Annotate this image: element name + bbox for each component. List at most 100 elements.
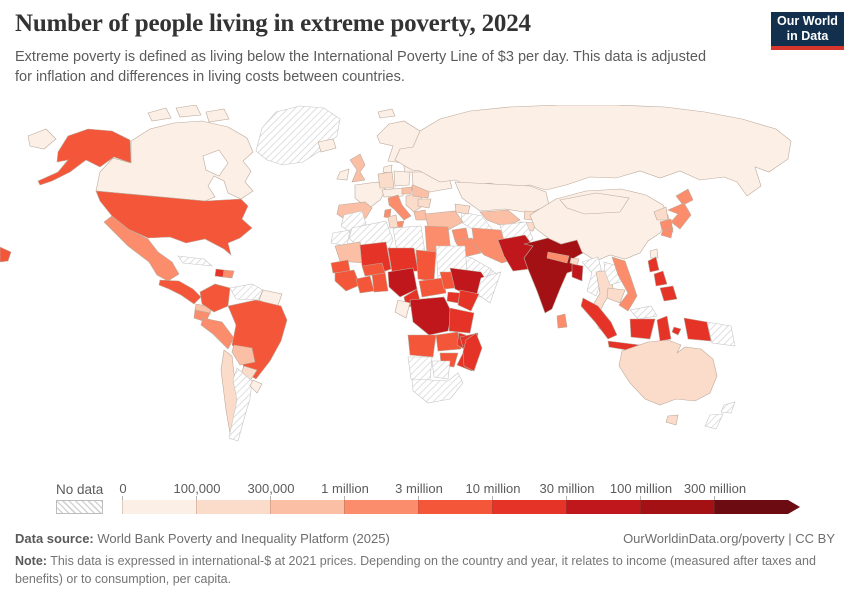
country-uganda[interactable]	[446, 291, 461, 304]
country-greenland[interactable]	[255, 105, 341, 166]
country-new-zealand-north[interactable]	[720, 401, 736, 414]
country-philippines-luzon[interactable]	[647, 256, 660, 273]
country-kalimantan[interactable]	[629, 318, 656, 340]
country-somalia[interactable]	[476, 271, 502, 304]
country-turkey[interactable]	[424, 210, 464, 231]
owid-link[interactable]: OurWorldinData.org/poverty | CC BY	[623, 531, 835, 546]
legend-bin-1[interactable]: 0	[119, 481, 196, 514]
country-caucasus[interactable]	[454, 203, 471, 215]
country-guatemala-honduras[interactable]	[158, 279, 202, 305]
country-angola[interactable]	[407, 334, 437, 358]
country-arctic-island-1[interactable]	[147, 107, 172, 122]
country-tasmania[interactable]	[665, 414, 679, 426]
country-russia[interactable]	[394, 105, 792, 197]
country-niger[interactable]	[387, 247, 419, 273]
country-philippines-mindanao[interactable]	[659, 285, 678, 302]
country-taiwan[interactable]	[649, 248, 659, 259]
country-haiti[interactable]	[214, 268, 225, 278]
legend-tick	[714, 496, 715, 500]
country-papua-new-guinea[interactable]	[706, 321, 736, 347]
country-nepal[interactable]	[546, 251, 570, 264]
country-italy[interactable]	[387, 194, 412, 221]
legend-bin-7[interactable]: 30 million	[540, 481, 640, 514]
country-mauritania[interactable]	[334, 241, 365, 264]
country-uk[interactable]	[349, 153, 366, 183]
country-hungary[interactable]	[401, 186, 413, 195]
country-arctic-island-3[interactable]	[205, 108, 230, 123]
country-svalbard[interactable]	[377, 108, 396, 119]
country-brazil[interactable]	[227, 299, 288, 380]
legend-tick	[196, 496, 197, 500]
legend-no-data-label: No data	[56, 482, 104, 497]
country-west-papua[interactable]	[683, 317, 712, 342]
country-arctic-island-2[interactable]	[175, 105, 202, 118]
legend-bin-5[interactable]: 3 million	[395, 481, 492, 514]
legend-tick-label: 0	[119, 481, 127, 496]
country-gabon-congo[interactable]	[394, 299, 411, 319]
country-chad[interactable]	[415, 249, 437, 282]
country-uruguay[interactable]	[249, 379, 263, 394]
country-iceland[interactable]	[317, 138, 337, 153]
country-south-africa[interactable]	[411, 372, 464, 404]
country-cuba[interactable]	[177, 255, 213, 267]
country-philippines-visayas[interactable]	[653, 270, 668, 287]
country-new-zealand-south[interactable]	[704, 413, 724, 430]
legend-tick-label: 100 million	[609, 481, 673, 496]
country-burkina-faso[interactable]	[361, 262, 386, 277]
country-bulgaria[interactable]	[417, 198, 432, 209]
legend-no-data-swatch[interactable]	[56, 500, 103, 514]
country-sulawesi[interactable]	[656, 315, 672, 342]
country-denmark[interactable]	[382, 164, 393, 174]
country-peru[interactable]	[200, 317, 235, 350]
owid-logo[interactable]: Our World in Data	[771, 12, 844, 50]
legend-bin-4[interactable]: 1 million	[321, 481, 418, 514]
country-drc[interactable]	[409, 296, 453, 336]
country-namibia[interactable]	[407, 356, 433, 382]
country-tanzania[interactable]	[448, 307, 475, 334]
legend-bin-2[interactable]: 100,000	[174, 481, 270, 514]
country-madagascar[interactable]	[462, 332, 483, 372]
legend-bin-6[interactable]: 10 million	[466, 481, 566, 514]
country-kenya[interactable]	[457, 289, 480, 312]
country-cote-divoire[interactable]	[355, 275, 375, 294]
country-dominican-republic[interactable]	[222, 269, 235, 279]
chart-title: Number of people living in extreme pover…	[15, 10, 531, 37]
country-canada[interactable]	[95, 120, 254, 202]
legend-tick	[640, 496, 641, 500]
country-czech-austria[interactable]	[381, 187, 405, 198]
country-japan-kyushu[interactable]	[660, 227, 674, 239]
legend-bin-3[interactable]: 300,000	[248, 481, 344, 514]
country-myanmar[interactable]	[581, 256, 604, 297]
country-australia[interactable]	[618, 339, 718, 406]
country-japan-hokkaido[interactable]	[675, 188, 694, 206]
country-chukotka[interactable]	[27, 128, 57, 150]
country-zambia[interactable]	[435, 331, 462, 352]
country-ghana-togo-benin[interactable]	[371, 271, 389, 293]
country-malaysia-borneo[interactable]	[629, 305, 658, 320]
country-bangladesh[interactable]	[571, 263, 584, 282]
country-mongolia[interactable]	[559, 192, 630, 215]
country-china[interactable]	[529, 188, 670, 262]
legend-bin-9[interactable]: 300 million	[684, 481, 788, 514]
country-germany[interactable]	[377, 171, 395, 189]
country-nigeria[interactable]	[387, 267, 418, 298]
country-central-african-republic[interactable]	[418, 277, 447, 298]
hudson-bay	[202, 149, 229, 177]
country-bolivia[interactable]	[231, 344, 256, 366]
country-japan-honshu[interactable]	[667, 202, 692, 230]
country-western-sahara[interactable]	[330, 229, 351, 247]
country-sumatra[interactable]	[580, 297, 618, 340]
country-vietnam[interactable]	[611, 256, 638, 312]
country-botswana[interactable]	[431, 360, 451, 380]
legend-bin-8[interactable]: 100 million	[610, 481, 714, 514]
country-alaska[interactable]	[37, 128, 132, 186]
country-cambodia[interactable]	[606, 287, 626, 304]
country-tunisia[interactable]	[387, 214, 399, 229]
country-poland[interactable]	[393, 170, 411, 187]
country-usa-sliver[interactable]	[0, 246, 12, 263]
country-guinea-group[interactable]	[334, 269, 361, 292]
country-maluku[interactable]	[671, 326, 682, 336]
country-sri-lanka[interactable]	[556, 313, 568, 329]
country-venezuela[interactable]	[229, 283, 264, 301]
country-ireland[interactable]	[336, 168, 350, 181]
